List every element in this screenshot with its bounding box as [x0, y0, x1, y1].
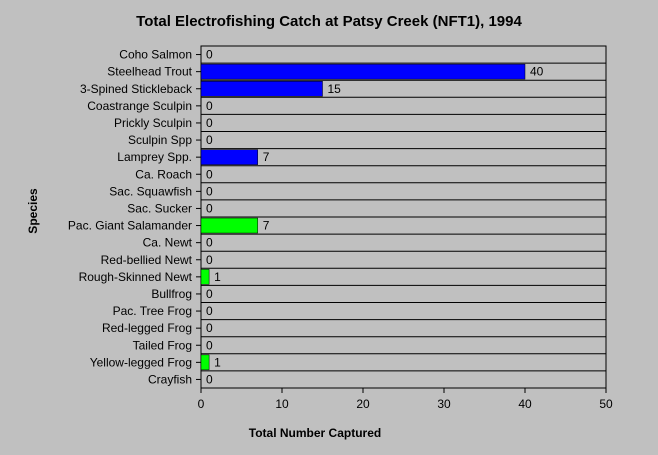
value-label: 1 [214, 355, 221, 369]
plot-frame [200, 45, 607, 389]
category-label: Rough-Skinned Newt [79, 270, 193, 284]
category-label: Tailed Frog [133, 338, 192, 352]
category-label: Crayfish [148, 372, 192, 386]
x-tick-label: 50 [599, 397, 613, 411]
value-label: 0 [206, 338, 213, 352]
category-label: Red-bellied Newt [101, 253, 193, 267]
value-label: 0 [206, 236, 213, 250]
x-tick-label: 40 [518, 397, 532, 411]
category-label: Sac. Squawfish [109, 184, 192, 198]
bar [200, 354, 210, 371]
category-label: Lamprey Spp. [117, 150, 192, 164]
category-label: Sculpin Spp [128, 133, 192, 147]
value-label: 0 [206, 201, 213, 215]
value-label: 0 [206, 133, 213, 147]
category-label: Pac. Giant Salamander [68, 219, 192, 233]
bar [200, 149, 258, 165]
value-label: 0 [206, 253, 213, 267]
value-label: 7 [263, 150, 270, 164]
category-label: 3-Spined Stickleback [80, 82, 193, 96]
value-label: 0 [206, 304, 213, 318]
value-label: 0 [206, 372, 213, 386]
category-label: Sac. Sucker [127, 201, 192, 215]
value-label: 0 [206, 99, 213, 113]
value-label: 7 [263, 219, 270, 233]
value-label: 0 [206, 287, 213, 301]
category-label: Red-legged Frog [102, 321, 192, 335]
value-label: 40 [530, 65, 544, 79]
category-label: Pac. Tree Frog [113, 304, 192, 318]
value-label: 0 [206, 48, 213, 62]
category-label: Coho Salmon [119, 48, 192, 62]
category-label: Coastrange Sculpin [87, 99, 192, 113]
category-label: Ca. Roach [135, 167, 192, 181]
chart-title: Total Electrofishing Catch at Patsy Cree… [136, 13, 522, 30]
value-label: 1 [214, 270, 221, 284]
category-label: Prickly Sculpin [114, 116, 192, 130]
value-label: 0 [206, 116, 213, 130]
x-tick-label: 0 [198, 397, 205, 411]
x-tick-label: 20 [356, 397, 370, 411]
category-label: Ca. Newt [143, 236, 193, 250]
category-label: Bullfrog [151, 287, 192, 301]
category-label: Yellow-legged Frog [90, 355, 192, 369]
value-label: 0 [206, 321, 213, 335]
bar [200, 63, 526, 80]
bar [200, 81, 323, 97]
x-tick-label: 10 [275, 397, 289, 411]
bar [200, 269, 210, 285]
x-axis-title: Total Number Captured [248, 426, 382, 440]
value-label: 15 [328, 82, 342, 96]
bar [200, 217, 258, 234]
category-label: Steelhead Trout [107, 65, 192, 79]
value-label: 0 [206, 167, 213, 181]
value-label: 0 [206, 184, 213, 198]
x-tick-label: 30 [437, 397, 451, 411]
